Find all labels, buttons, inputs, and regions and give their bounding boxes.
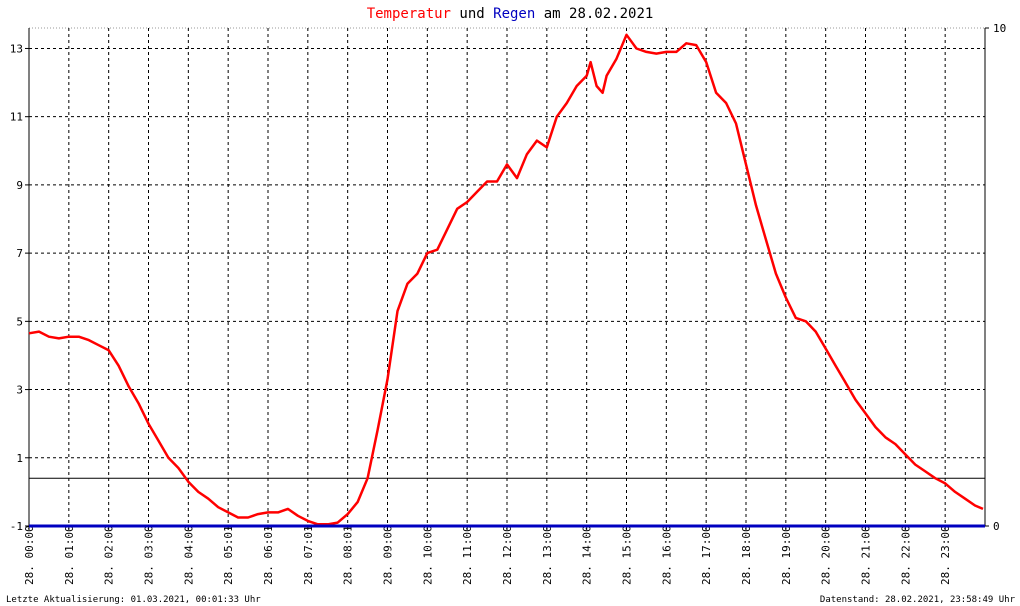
y-tick-label: 7	[16, 247, 23, 260]
y-tick-label: 9	[16, 179, 23, 192]
grid	[29, 27, 985, 527]
x-tick-label: 28. 12:00	[501, 525, 514, 585]
y-tick-label: 11	[10, 111, 23, 124]
x-tick-label: 28. 19:00	[780, 525, 793, 585]
y-tick-label: 5	[16, 315, 23, 328]
x-tick-label: 28. 16:00	[660, 525, 673, 585]
title-rain: Regen	[493, 6, 535, 22]
x-tick-label: 28. 00:00	[23, 525, 36, 585]
x-tick-label: 28. 23:00	[939, 525, 952, 585]
chart-title: Temperatur und Regen am 28.02.2021	[367, 6, 654, 22]
x-tick-label: 28. 02:00	[103, 525, 116, 585]
x-tick-label: 28. 08:01	[342, 525, 355, 585]
x-tick-label: 28. 20:00	[820, 525, 833, 585]
footer-right: Datenstand: 28.02.2021, 23:58:49 Uhr	[820, 595, 1016, 605]
x-tick-label: 28. 10:00	[421, 525, 434, 585]
x-tick-label: 28. 01:00	[63, 525, 76, 585]
x-tick-label: 28. 13:00	[541, 525, 554, 585]
x-tick-label: 28. 15:00	[621, 525, 634, 585]
y-tick-label: 3	[16, 384, 23, 397]
x-tick-label: 28. 04:00	[182, 525, 195, 585]
y-tick-label: 1	[16, 452, 23, 465]
title-temperature: Temperatur	[367, 6, 451, 22]
x-tick-label: 28. 03:00	[143, 525, 156, 585]
x-tick-label: 28. 14:00	[581, 525, 594, 585]
x-tick-label: 28. 05:01	[222, 525, 235, 585]
x-tick-label: 28. 11:00	[461, 525, 474, 585]
axes	[25, 27, 989, 530]
series-line-temperatur	[28, 33, 984, 526]
title-und: und	[451, 6, 493, 22]
tick-labels: 13 11 9 7 5 3 1 -1 28. 00:00 28. 01:00 28. 02:00 28…	[10, 22, 1007, 585]
x-tick-label: 28. 09:00	[382, 525, 395, 585]
y-right-tick-label: 10	[993, 22, 1006, 35]
y-tick-label: -1	[10, 520, 23, 533]
x-tick-label: 28. 22:00	[899, 525, 912, 585]
x-tick-label: 28. 06:01	[262, 525, 275, 585]
y-right-tick-label: 0	[993, 520, 1000, 533]
y-tick-label: 13	[10, 42, 23, 55]
footer-left: Letzte Aktualisierung: 01.03.2021, 00:01…	[6, 595, 261, 605]
x-tick-label: 28. 07:01	[302, 525, 315, 585]
x-tick-label: 28. 17:00	[700, 525, 713, 585]
title-date: am 28.02.2021	[535, 6, 653, 22]
x-tick-label: 28. 18:00	[740, 525, 753, 585]
series	[28, 33, 985, 528]
x-tick-label: 28. 21:00	[860, 525, 873, 585]
